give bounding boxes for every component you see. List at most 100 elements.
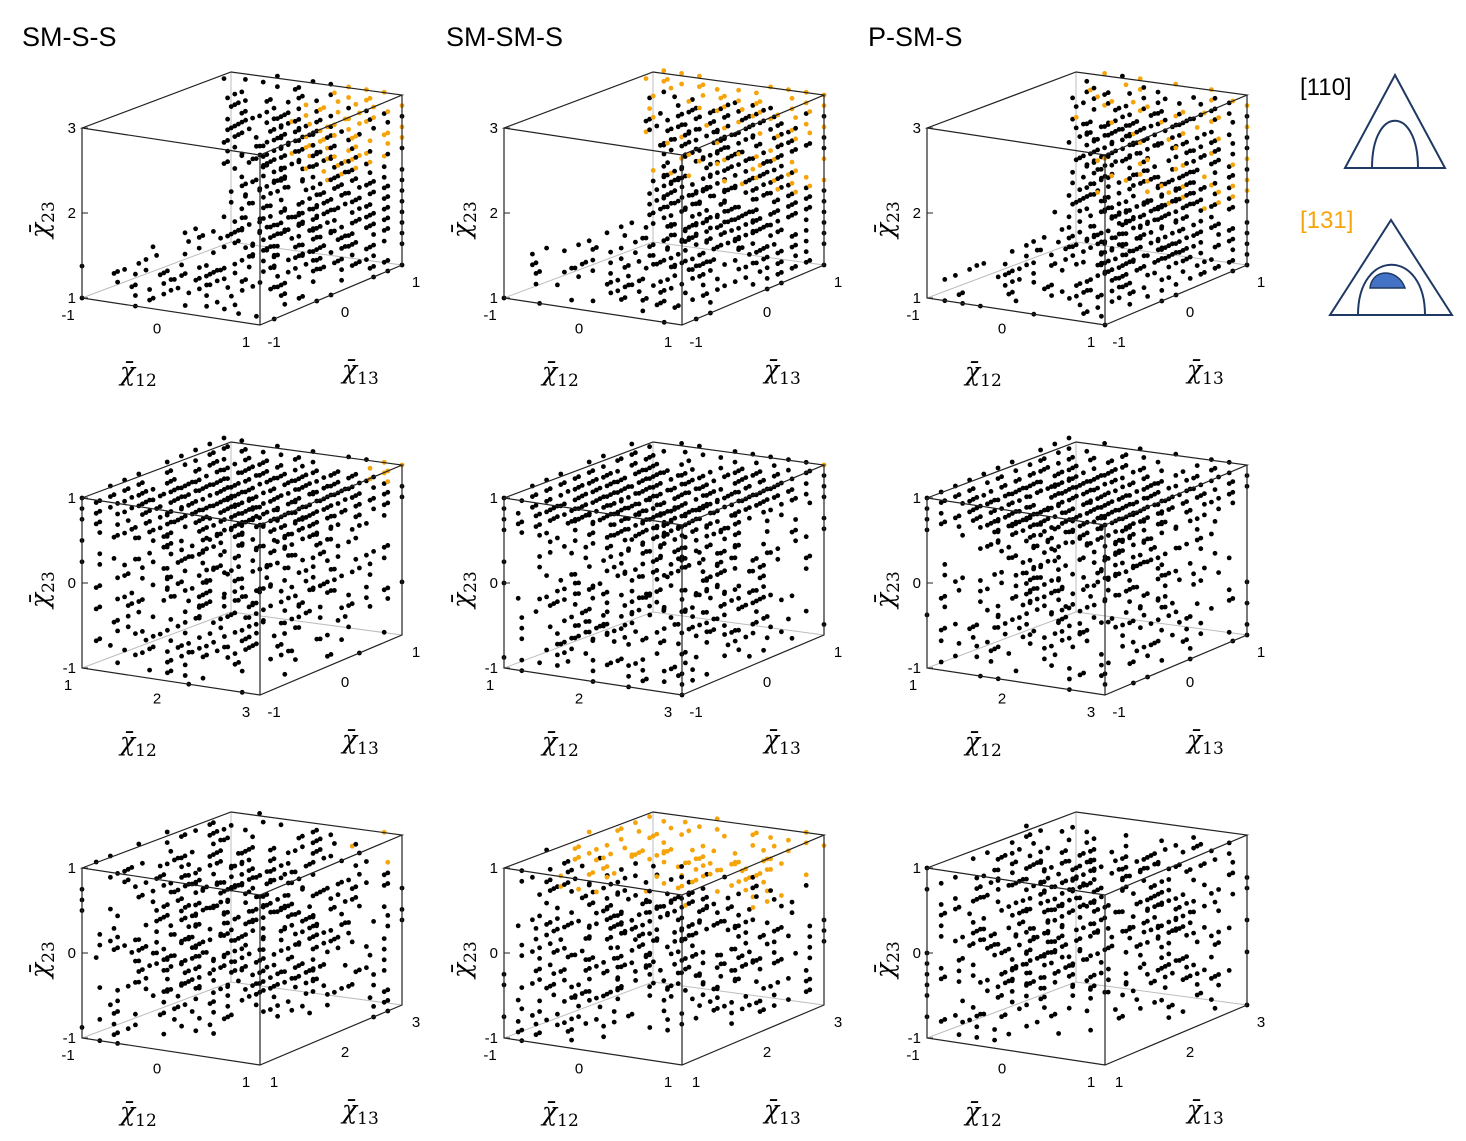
data-point (268, 159, 273, 165)
data-point (579, 991, 585, 996)
data-point (576, 854, 581, 860)
data-point (970, 507, 976, 513)
data-point (683, 988, 688, 993)
data-point (565, 1029, 571, 1034)
data-point (289, 542, 295, 547)
data-point (743, 507, 749, 512)
data-point (161, 914, 167, 920)
data-point (590, 521, 596, 527)
data-point (661, 183, 667, 189)
data-point (250, 928, 256, 934)
data-point (697, 443, 702, 449)
data-point (246, 994, 252, 999)
data-point (1081, 259, 1086, 265)
data-point (611, 501, 617, 506)
data-point (150, 244, 156, 250)
data-point (275, 188, 280, 194)
data-point (289, 214, 295, 220)
data-point (335, 184, 341, 190)
data-point (207, 832, 213, 838)
data-point (332, 175, 337, 181)
xlabel: χ̄12 (540, 727, 579, 761)
data-point (533, 926, 539, 931)
data-point (682, 534, 688, 540)
data-point (668, 255, 674, 261)
data-point (1166, 158, 1172, 164)
data-point (122, 509, 127, 515)
data-point (789, 487, 795, 492)
data-point (150, 538, 156, 544)
data-point (168, 987, 174, 992)
data-point (296, 942, 302, 947)
data-point (285, 480, 291, 486)
data-point (636, 933, 642, 939)
data-point (1106, 490, 1111, 496)
data-point (339, 235, 344, 241)
data-point (1042, 529, 1047, 534)
data-point (211, 503, 216, 509)
data-point (193, 520, 199, 526)
data-point (750, 621, 756, 627)
data-point (325, 653, 330, 659)
data-point (264, 902, 270, 908)
data-point (321, 485, 327, 491)
data-point (1127, 493, 1132, 498)
data-point (1130, 259, 1136, 264)
data-point (307, 968, 312, 973)
cube-front-edges (924, 441, 1250, 696)
data-point (1070, 476, 1075, 481)
data-point (754, 598, 759, 604)
data-point (661, 881, 667, 886)
data-point (622, 475, 628, 481)
data-point (1145, 200, 1150, 205)
data-point (1013, 594, 1019, 599)
data-point (601, 885, 606, 891)
data-point (182, 853, 188, 859)
data-point (218, 880, 224, 885)
data-point (285, 565, 291, 571)
data-point (1024, 517, 1029, 523)
data-point (970, 635, 976, 640)
data-point (211, 229, 216, 234)
data-point (1226, 132, 1232, 138)
data-point (314, 479, 319, 484)
data-point (775, 546, 781, 552)
data-point (243, 942, 249, 948)
data-point (1020, 560, 1026, 565)
data-point (1137, 467, 1143, 473)
data-point (1173, 609, 1179, 615)
data-point (1113, 562, 1118, 568)
data-point (317, 604, 323, 610)
data-point (618, 245, 624, 251)
data-point (786, 129, 791, 135)
data-point (168, 478, 174, 484)
data-point (125, 603, 131, 608)
data-point (956, 492, 962, 498)
data-point (193, 913, 199, 918)
data-point (221, 837, 227, 843)
data-point (1216, 200, 1221, 206)
data-point (747, 156, 752, 162)
data-point (647, 952, 652, 958)
data-point (604, 632, 610, 638)
data-point (750, 188, 756, 193)
data-point (576, 484, 581, 490)
data-point (293, 487, 298, 492)
data-point (164, 512, 170, 518)
data-point (381, 872, 387, 878)
data-point (739, 477, 745, 482)
data-point (246, 200, 252, 206)
data-point (764, 244, 770, 249)
data-point (682, 936, 688, 942)
data-point (339, 605, 344, 611)
data-point (803, 217, 809, 223)
data-point (1202, 259, 1207, 265)
data-point (1202, 131, 1207, 137)
data-point (253, 547, 259, 553)
data-point (707, 184, 713, 190)
data-point (147, 529, 152, 535)
data-point (1173, 241, 1179, 247)
data-point (232, 534, 238, 540)
data-point (1209, 214, 1214, 220)
